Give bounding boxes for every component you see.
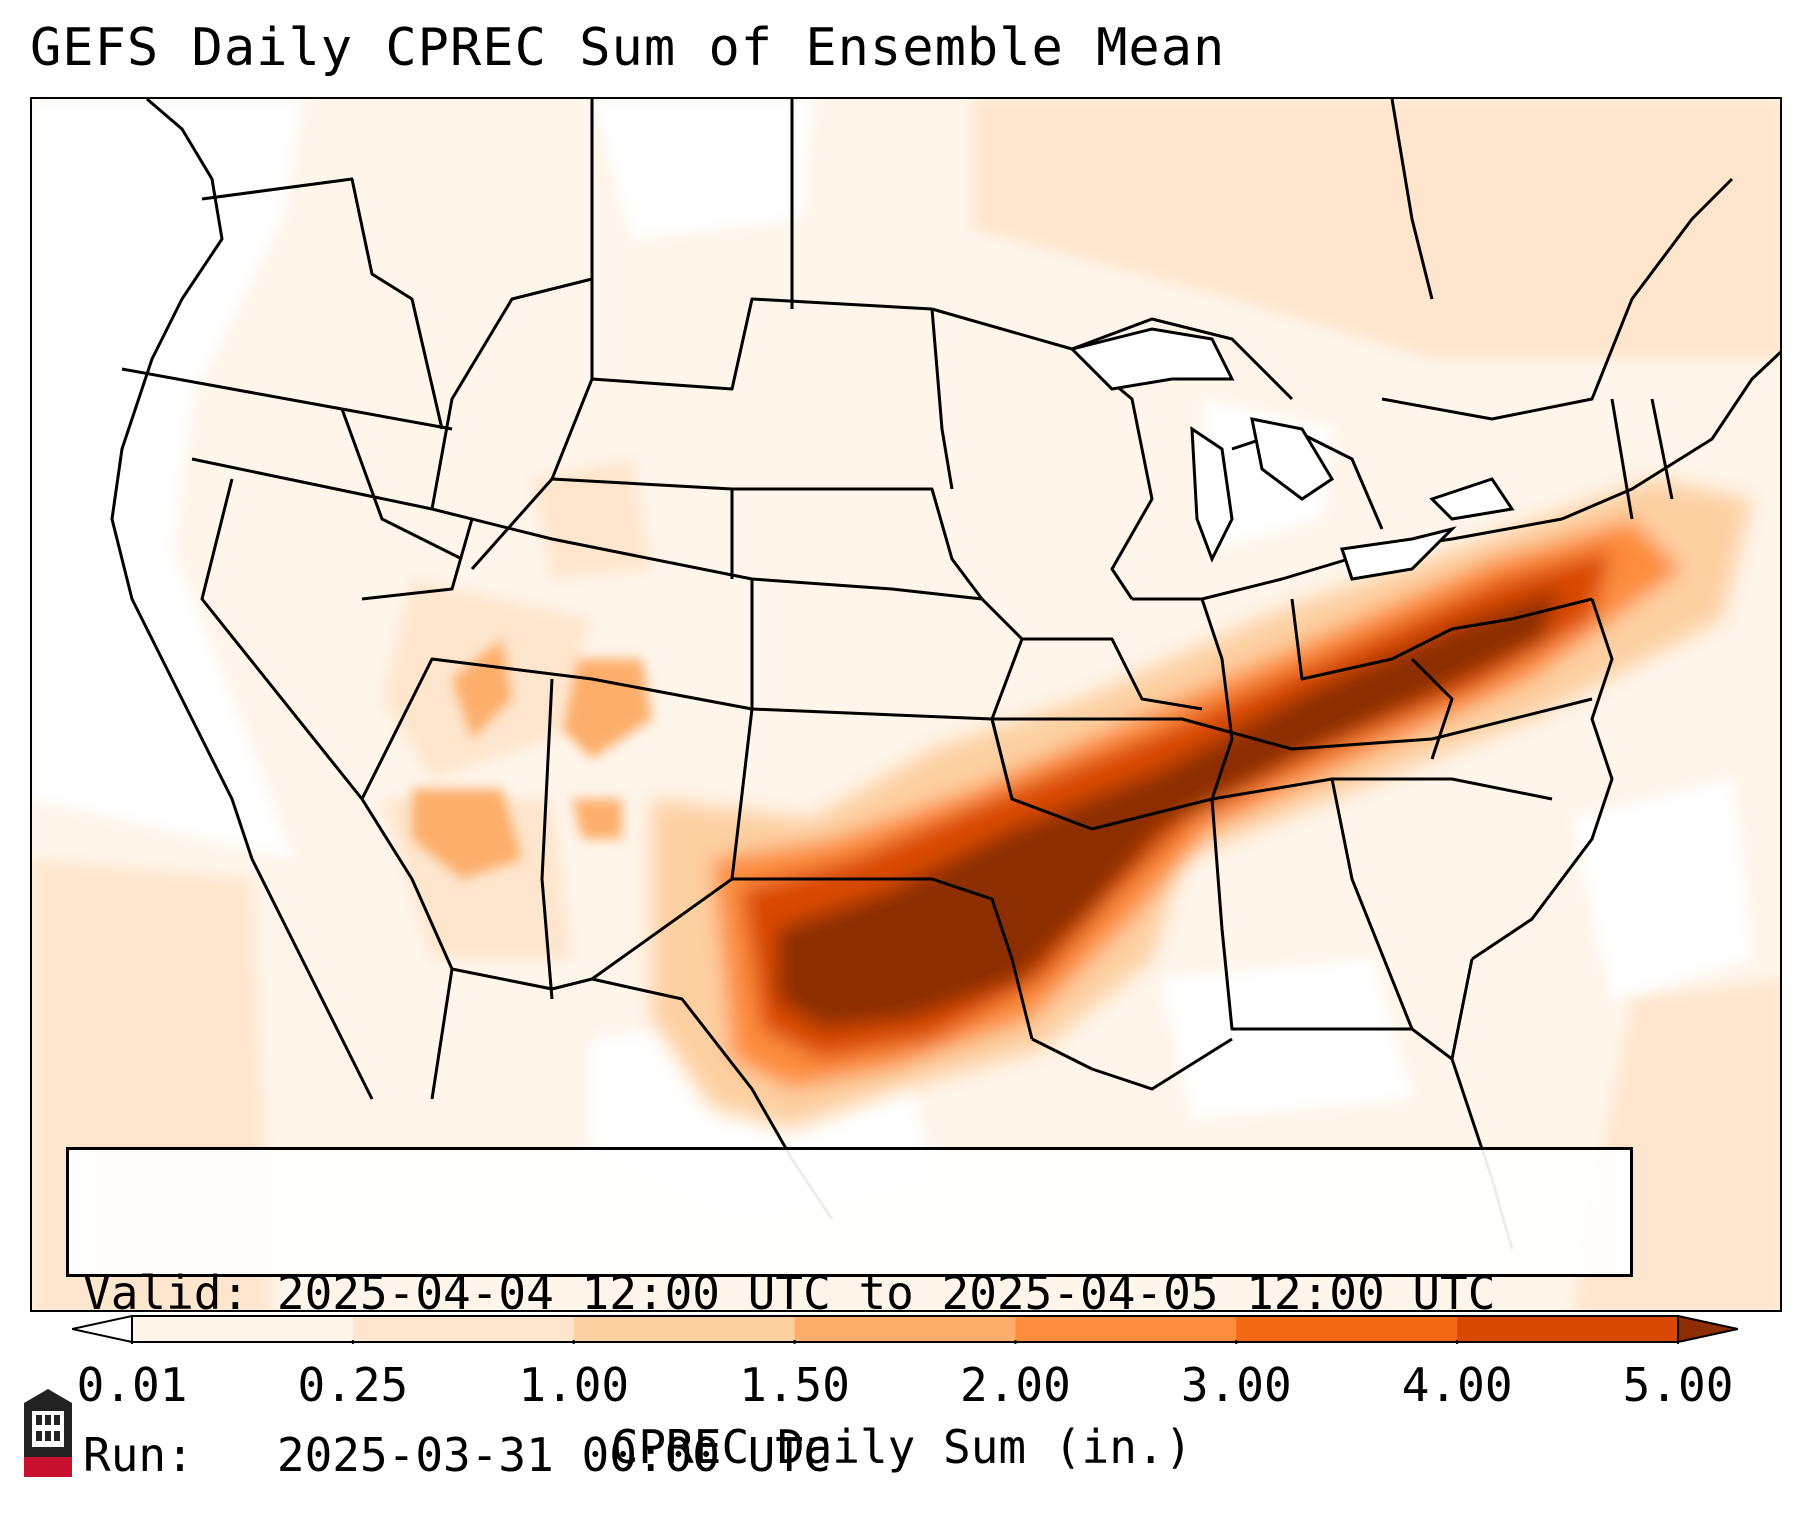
precip-map [32, 99, 1780, 1310]
colorbar-svg [71, 1314, 1739, 1344]
colorbar-segment [132, 1316, 354, 1342]
colorbar-tick-label: 3.00 [1180, 1358, 1292, 1412]
precip-west-patches [412, 639, 652, 879]
valid-value: 2025-04-04 12:00 UTC to 2025-04-05 12:00… [276, 1266, 1496, 1320]
colorbar-segment [1015, 1316, 1237, 1342]
colorbar-segment [1236, 1316, 1458, 1342]
colorbar-segment [1457, 1316, 1679, 1342]
valid-label: Valid: [83, 1266, 250, 1320]
colorbar-segment [352, 1316, 575, 1342]
colorbar-tick-label: 0.25 [297, 1358, 409, 1412]
niu-logo-icon [24, 1389, 72, 1477]
state-boundaries [110, 99, 1780, 1250]
colorbar-border [131, 1315, 1679, 1343]
colorbar-tick-label: 2.00 [960, 1358, 1071, 1412]
colorbar-segment [794, 1316, 1016, 1342]
colorbar-tick-label: 1.00 [518, 1358, 630, 1412]
run-label: Run: [83, 1428, 194, 1482]
run-row: Run: 2025-03-31 00:00 UTC [83, 1428, 1630, 1482]
colorbar-extend-low [71, 1314, 133, 1344]
colorbar-segment [573, 1316, 796, 1342]
colorbar-tick-label: 0.01 [76, 1358, 188, 1412]
run-value: 2025-03-31 00:00 UTC [276, 1428, 831, 1482]
colorbar-tick-label: 5.00 [1622, 1358, 1734, 1412]
colorbar-tick-label: 1.50 [739, 1358, 850, 1412]
colorbar [71, 1314, 1739, 1344]
colorbar-label: CPREC Daily Sum (in.) [610, 1420, 1193, 1474]
colorbar-extend-high [1677, 1314, 1739, 1344]
validity-info-box: Valid: 2025-04-04 12:00 UTC to 2025-04-0… [66, 1147, 1633, 1482]
great-lakes [1069, 327, 1515, 581]
precip-main-band [652, 479, 1752, 1129]
colorbar-tick-label: 4.00 [1401, 1358, 1513, 1412]
map-title: GEFS Daily CPREC Sum of Ensemble Mean [30, 18, 1226, 78]
map-panel [30, 97, 1782, 1312]
valid-row: Valid: 2025-04-04 12:00 UTC to 2025-04-0… [83, 1266, 1630, 1320]
